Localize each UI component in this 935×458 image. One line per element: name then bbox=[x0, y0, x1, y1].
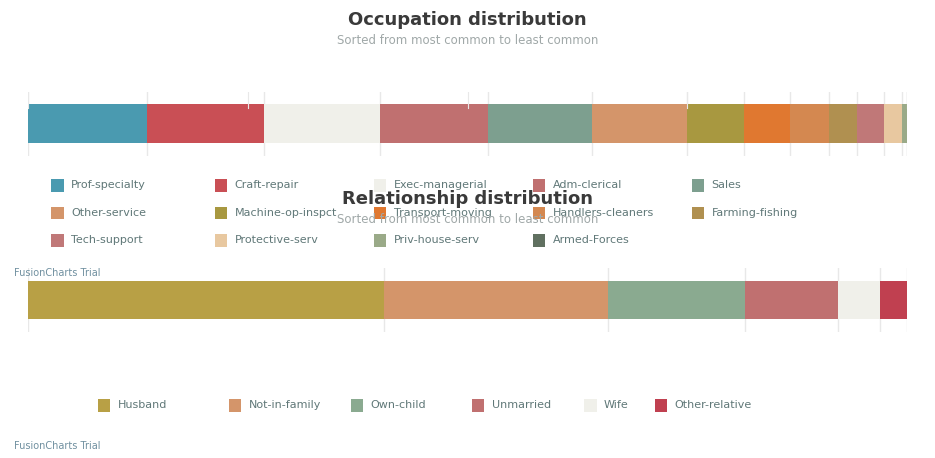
Text: Tech-support: Tech-support bbox=[71, 235, 143, 245]
Bar bbox=[381, 104, 488, 143]
Text: Prof-specialty: Prof-specialty bbox=[71, 180, 146, 191]
Text: Machine-op-inspct: Machine-op-inspct bbox=[235, 208, 337, 218]
Text: Other-service: Other-service bbox=[71, 208, 146, 218]
Bar bbox=[838, 281, 881, 319]
Bar bbox=[790, 104, 828, 143]
Text: FusionCharts Trial: FusionCharts Trial bbox=[14, 441, 101, 451]
Text: Not-in-family: Not-in-family bbox=[249, 400, 321, 410]
Text: Sorted from most common to least common: Sorted from most common to least common bbox=[337, 213, 598, 226]
Bar bbox=[686, 104, 744, 143]
Text: Occupation distribution: Occupation distribution bbox=[348, 11, 587, 29]
Text: Own-child: Own-child bbox=[370, 400, 425, 410]
Text: Armed-Forces: Armed-Forces bbox=[553, 235, 629, 245]
Text: FusionCharts Trial: FusionCharts Trial bbox=[14, 268, 101, 278]
Bar bbox=[593, 104, 686, 143]
Text: Exec-managerial: Exec-managerial bbox=[394, 180, 487, 191]
Text: Protective-serv: Protective-serv bbox=[235, 235, 319, 245]
Text: Farming-fishing: Farming-fishing bbox=[712, 208, 798, 218]
Text: Wife: Wife bbox=[604, 400, 628, 410]
Bar bbox=[881, 281, 907, 319]
Bar bbox=[609, 281, 745, 319]
Bar bbox=[147, 104, 264, 143]
Text: Other-relative: Other-relative bbox=[674, 400, 752, 410]
Bar bbox=[28, 281, 384, 319]
Text: Handlers-cleaners: Handlers-cleaners bbox=[553, 208, 654, 218]
Text: Relationship distribution: Relationship distribution bbox=[342, 190, 593, 208]
Bar bbox=[384, 281, 609, 319]
Bar bbox=[264, 104, 381, 143]
Bar bbox=[745, 281, 838, 319]
Bar bbox=[28, 104, 147, 143]
Text: Adm-clerical: Adm-clerical bbox=[553, 180, 622, 191]
Bar bbox=[744, 104, 790, 143]
Bar bbox=[857, 104, 884, 143]
Text: Transport-moving: Transport-moving bbox=[394, 208, 492, 218]
Text: Sorted from most common to least common: Sorted from most common to least common bbox=[337, 34, 598, 47]
Text: Husband: Husband bbox=[118, 400, 167, 410]
Text: Craft-repair: Craft-repair bbox=[235, 180, 299, 191]
Bar bbox=[828, 104, 857, 143]
Text: Priv-house-serv: Priv-house-serv bbox=[394, 235, 480, 245]
Bar bbox=[902, 104, 907, 143]
Bar bbox=[884, 104, 902, 143]
Bar bbox=[488, 104, 593, 143]
Text: Unmarried: Unmarried bbox=[492, 400, 551, 410]
Text: Sales: Sales bbox=[712, 180, 741, 191]
